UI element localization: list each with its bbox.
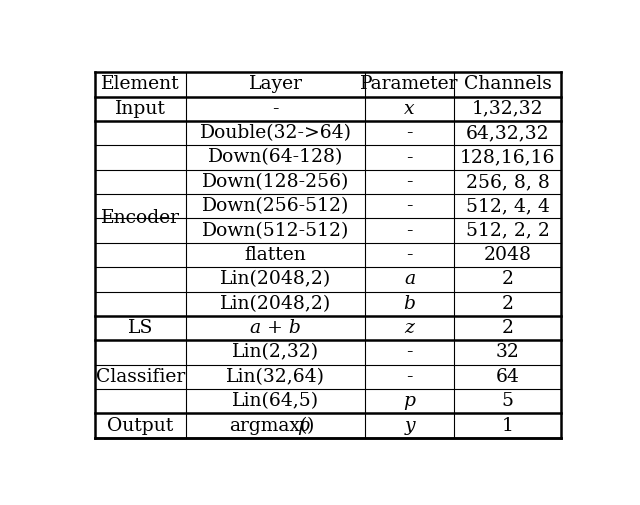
- Text: 2: 2: [502, 295, 513, 313]
- Text: p: p: [297, 417, 309, 435]
- Text: flatten: flatten: [244, 246, 307, 264]
- Text: -: -: [406, 368, 413, 386]
- Text: Double(32->64): Double(32->64): [200, 124, 351, 142]
- Text: a + b: a + b: [250, 319, 301, 337]
- Text: 64,32,32: 64,32,32: [466, 124, 549, 142]
- Text: -: -: [406, 148, 413, 167]
- Text: -: -: [406, 124, 413, 142]
- Text: 5: 5: [502, 392, 513, 410]
- Text: Lin(2048,2): Lin(2048,2): [220, 295, 331, 313]
- Text: b: b: [404, 295, 415, 313]
- Text: -: -: [406, 343, 413, 362]
- Text: -: -: [406, 173, 413, 191]
- Text: Parameter: Parameter: [360, 75, 459, 93]
- Text: Classifier: Classifier: [96, 368, 185, 386]
- Text: Input: Input: [115, 100, 166, 118]
- Text: -: -: [406, 246, 413, 264]
- Text: Channels: Channels: [463, 75, 552, 93]
- Text: Down(128-256): Down(128-256): [202, 173, 349, 191]
- Text: 32: 32: [495, 343, 520, 362]
- Text: ): ): [307, 417, 314, 435]
- Text: -: -: [406, 222, 413, 240]
- Text: 1,32,32: 1,32,32: [472, 100, 543, 118]
- Text: p: p: [404, 392, 415, 410]
- Text: Lin(32,64): Lin(32,64): [226, 368, 325, 386]
- Text: LS: LS: [127, 319, 153, 337]
- Text: x: x: [404, 100, 415, 118]
- Text: Lin(2048,2): Lin(2048,2): [220, 270, 331, 288]
- Text: 128,16,16: 128,16,16: [460, 148, 555, 167]
- Text: 256, 8, 8: 256, 8, 8: [465, 173, 549, 191]
- Text: Down(64-128): Down(64-128): [208, 148, 343, 167]
- Text: 64: 64: [495, 368, 520, 386]
- Text: argmax(: argmax(: [229, 417, 307, 435]
- Text: y: y: [404, 417, 415, 435]
- Text: 1: 1: [502, 417, 513, 435]
- Text: Down(512-512): Down(512-512): [202, 222, 349, 240]
- Text: z: z: [404, 319, 415, 337]
- Text: Output: Output: [108, 417, 173, 435]
- Text: Lin(64,5): Lin(64,5): [232, 392, 319, 410]
- Text: Layer: Layer: [248, 75, 303, 93]
- Text: a: a: [404, 270, 415, 288]
- Text: Encoder: Encoder: [101, 210, 180, 227]
- Text: Lin(2,32): Lin(2,32): [232, 343, 319, 362]
- Text: 2: 2: [502, 319, 513, 337]
- Text: 2048: 2048: [483, 246, 531, 264]
- Text: -: -: [272, 100, 279, 118]
- Text: 512, 2, 2: 512, 2, 2: [465, 222, 549, 240]
- Text: Element: Element: [101, 75, 180, 93]
- Text: 512, 4, 4: 512, 4, 4: [465, 197, 549, 215]
- Text: -: -: [406, 197, 413, 215]
- Text: 2: 2: [502, 270, 513, 288]
- Text: Down(256-512): Down(256-512): [202, 197, 349, 215]
